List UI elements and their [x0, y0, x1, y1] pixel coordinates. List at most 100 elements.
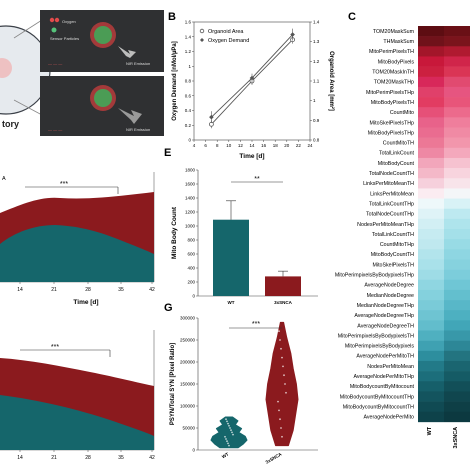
violin-point-g: [226, 440, 228, 443]
x-tick-label-b: 20: [284, 143, 290, 148]
heatmap-cell: [444, 178, 470, 189]
x-tick-label-b: 6: [204, 143, 207, 148]
heatmap-cell: [444, 26, 470, 37]
category-label-g: WT: [221, 451, 230, 459]
heatmap-row-label: TotalLinkCountTHp: [369, 201, 414, 207]
heatmap-column-label: 3xSNCA: [453, 427, 459, 449]
legend-oxygen: Oxygen: [62, 19, 76, 24]
x-tick-label-b: 16: [261, 143, 267, 148]
heatmap-cell: [444, 198, 470, 209]
violin-point-g: [225, 438, 227, 440]
heatmap-cell: [444, 46, 470, 57]
violin-g: [210, 416, 248, 449]
x-tick-label-b: 24: [307, 143, 313, 148]
y-tick-label-b: 0.8: [185, 79, 192, 84]
heatmap-row-label: MitoPerimpixelsByBodypixelsTHp: [335, 273, 414, 279]
heatmap-cell: [418, 300, 444, 311]
heatmap-cell: [418, 350, 444, 362]
heatmap-cell: [418, 289, 444, 301]
legend-label-b: Organoid Area: [208, 29, 244, 35]
heatmap-row-label: NodesPerMitoMean: [367, 364, 414, 370]
heatmap-cell: [444, 137, 470, 149]
violin-point-g: [278, 330, 280, 333]
y-tick-label-b: 0: [188, 138, 191, 143]
y2-axis-title-b: Organoid Area [mm²]: [328, 51, 335, 111]
heatmap-cell: [444, 239, 470, 250]
violin-point-g: [232, 433, 234, 436]
y2-tick-label-b: 0.8: [313, 138, 320, 143]
y2-tick-label-b: 1.1: [313, 79, 320, 84]
heatmap-row-label: MedianNodeDegreeTHp: [357, 303, 414, 309]
heatmap-row-label: MitoBodycountByMitocount: [350, 384, 415, 390]
heatmap-cell: [418, 259, 444, 270]
y-tick-label-g: 150000: [180, 382, 196, 387]
heatmap-row-label: AverageNodeDegree: [364, 283, 414, 289]
x-axis-title-b: Time [d]: [239, 153, 264, 160]
heatmap-row-label: MitoSkelPixelsTHp: [370, 120, 415, 126]
category-label-e: WT: [228, 300, 235, 305]
violin-point-g: [277, 400, 279, 403]
x-tick-label-b: 8: [216, 143, 219, 148]
x-tick-label-d1: 28: [85, 287, 91, 293]
heatmap-cell: [444, 289, 470, 301]
heatmap-row-label: MitoPerimPixelsTH: [369, 49, 414, 55]
schematic: tory Oxygen Sensor Particles NIR Emissio…: [0, 10, 164, 136]
heatmap-cell: [444, 157, 470, 169]
x-tick-label-d2: 42: [149, 455, 155, 461]
heatmap-cell: [418, 76, 444, 88]
violin-point-g: [228, 444, 230, 447]
heatmap-row-label: AverageNodePerMitoTHp: [353, 374, 414, 380]
heatmap-cell: [444, 259, 470, 270]
heatmap-cell: [418, 218, 444, 230]
y-tick-label-e: 1400: [185, 196, 196, 201]
heatmap-row-label: TOM20MaskSum: [373, 29, 415, 35]
heatmap-row-label: CountMito: [390, 110, 414, 116]
y-tick-label-b: 0.2: [185, 123, 192, 128]
heatmap-cell: [444, 310, 470, 321]
heatmap-row-label: MitoBodyPixels: [378, 59, 415, 65]
x-tick-label-d2: 35: [118, 455, 124, 461]
heatmap-row-label: MitoBodyCount: [378, 161, 415, 167]
violin-point-g: [281, 435, 283, 438]
heatmap-row-label: AverageNodeDegreeTH: [357, 323, 414, 329]
heatmap-cell: [444, 117, 470, 128]
y-axis-title-g: PSYN/Total SYN [Pixel Ratio]: [170, 343, 176, 425]
heatmap-cell: [418, 401, 444, 412]
heatmap-cell: [444, 330, 470, 341]
y-tick-label-e: 0: [192, 294, 195, 299]
heatmap-cell: [418, 360, 444, 372]
heatmap-cell: [418, 168, 444, 179]
heatmap-cell: [444, 168, 470, 179]
heatmap-cell: [418, 239, 444, 250]
heatmap-cell: [418, 381, 444, 392]
heatmap-cell: [418, 269, 444, 281]
heatmap-cell: [418, 46, 444, 57]
heatmap-row-label: NodesPerMitoMeanTHp: [357, 222, 414, 228]
y2-tick-label-b: 1.4: [313, 20, 320, 25]
chart-g: 0 50000 100000 150000 200000 250000 300000 PSYN…: [170, 316, 318, 465]
y2-tick-label-b: 0.9: [313, 118, 320, 123]
heatmap-row-label: MitoBodyPixelsTHp: [368, 130, 414, 136]
heatmap-cell: [418, 107, 444, 118]
heatmap-cell: [444, 249, 470, 260]
heatmap-cell: [444, 411, 470, 423]
y-tick-label-e: 1200: [185, 210, 196, 215]
legend-marker-b: [199, 28, 205, 34]
heatmap-cell: [444, 208, 470, 220]
heatmap-cell: [418, 249, 444, 260]
emission-arrow-bottom: [118, 108, 142, 124]
y-tick-label-g: 250000: [180, 338, 196, 343]
y-tick-label-e: 200: [187, 280, 195, 285]
violin-point-g: [284, 383, 286, 385]
schematic-fragment: tory: [2, 119, 19, 129]
heatmap-cell: [418, 147, 444, 159]
heatmap-cell: [418, 208, 444, 220]
heatmap-cell: [444, 97, 470, 108]
heatmap-cell: [418, 26, 444, 37]
x-tick-label-d2: 28: [85, 455, 91, 461]
bar-e: [265, 276, 301, 296]
heatmap-row-label: TotalNodeCountTH: [369, 171, 414, 177]
chart-e: 0 200 400 600 800 1000 1200 1400 1600 1800 Mito Bo…: [171, 168, 318, 305]
x-tick-label-b: 14: [249, 143, 255, 148]
